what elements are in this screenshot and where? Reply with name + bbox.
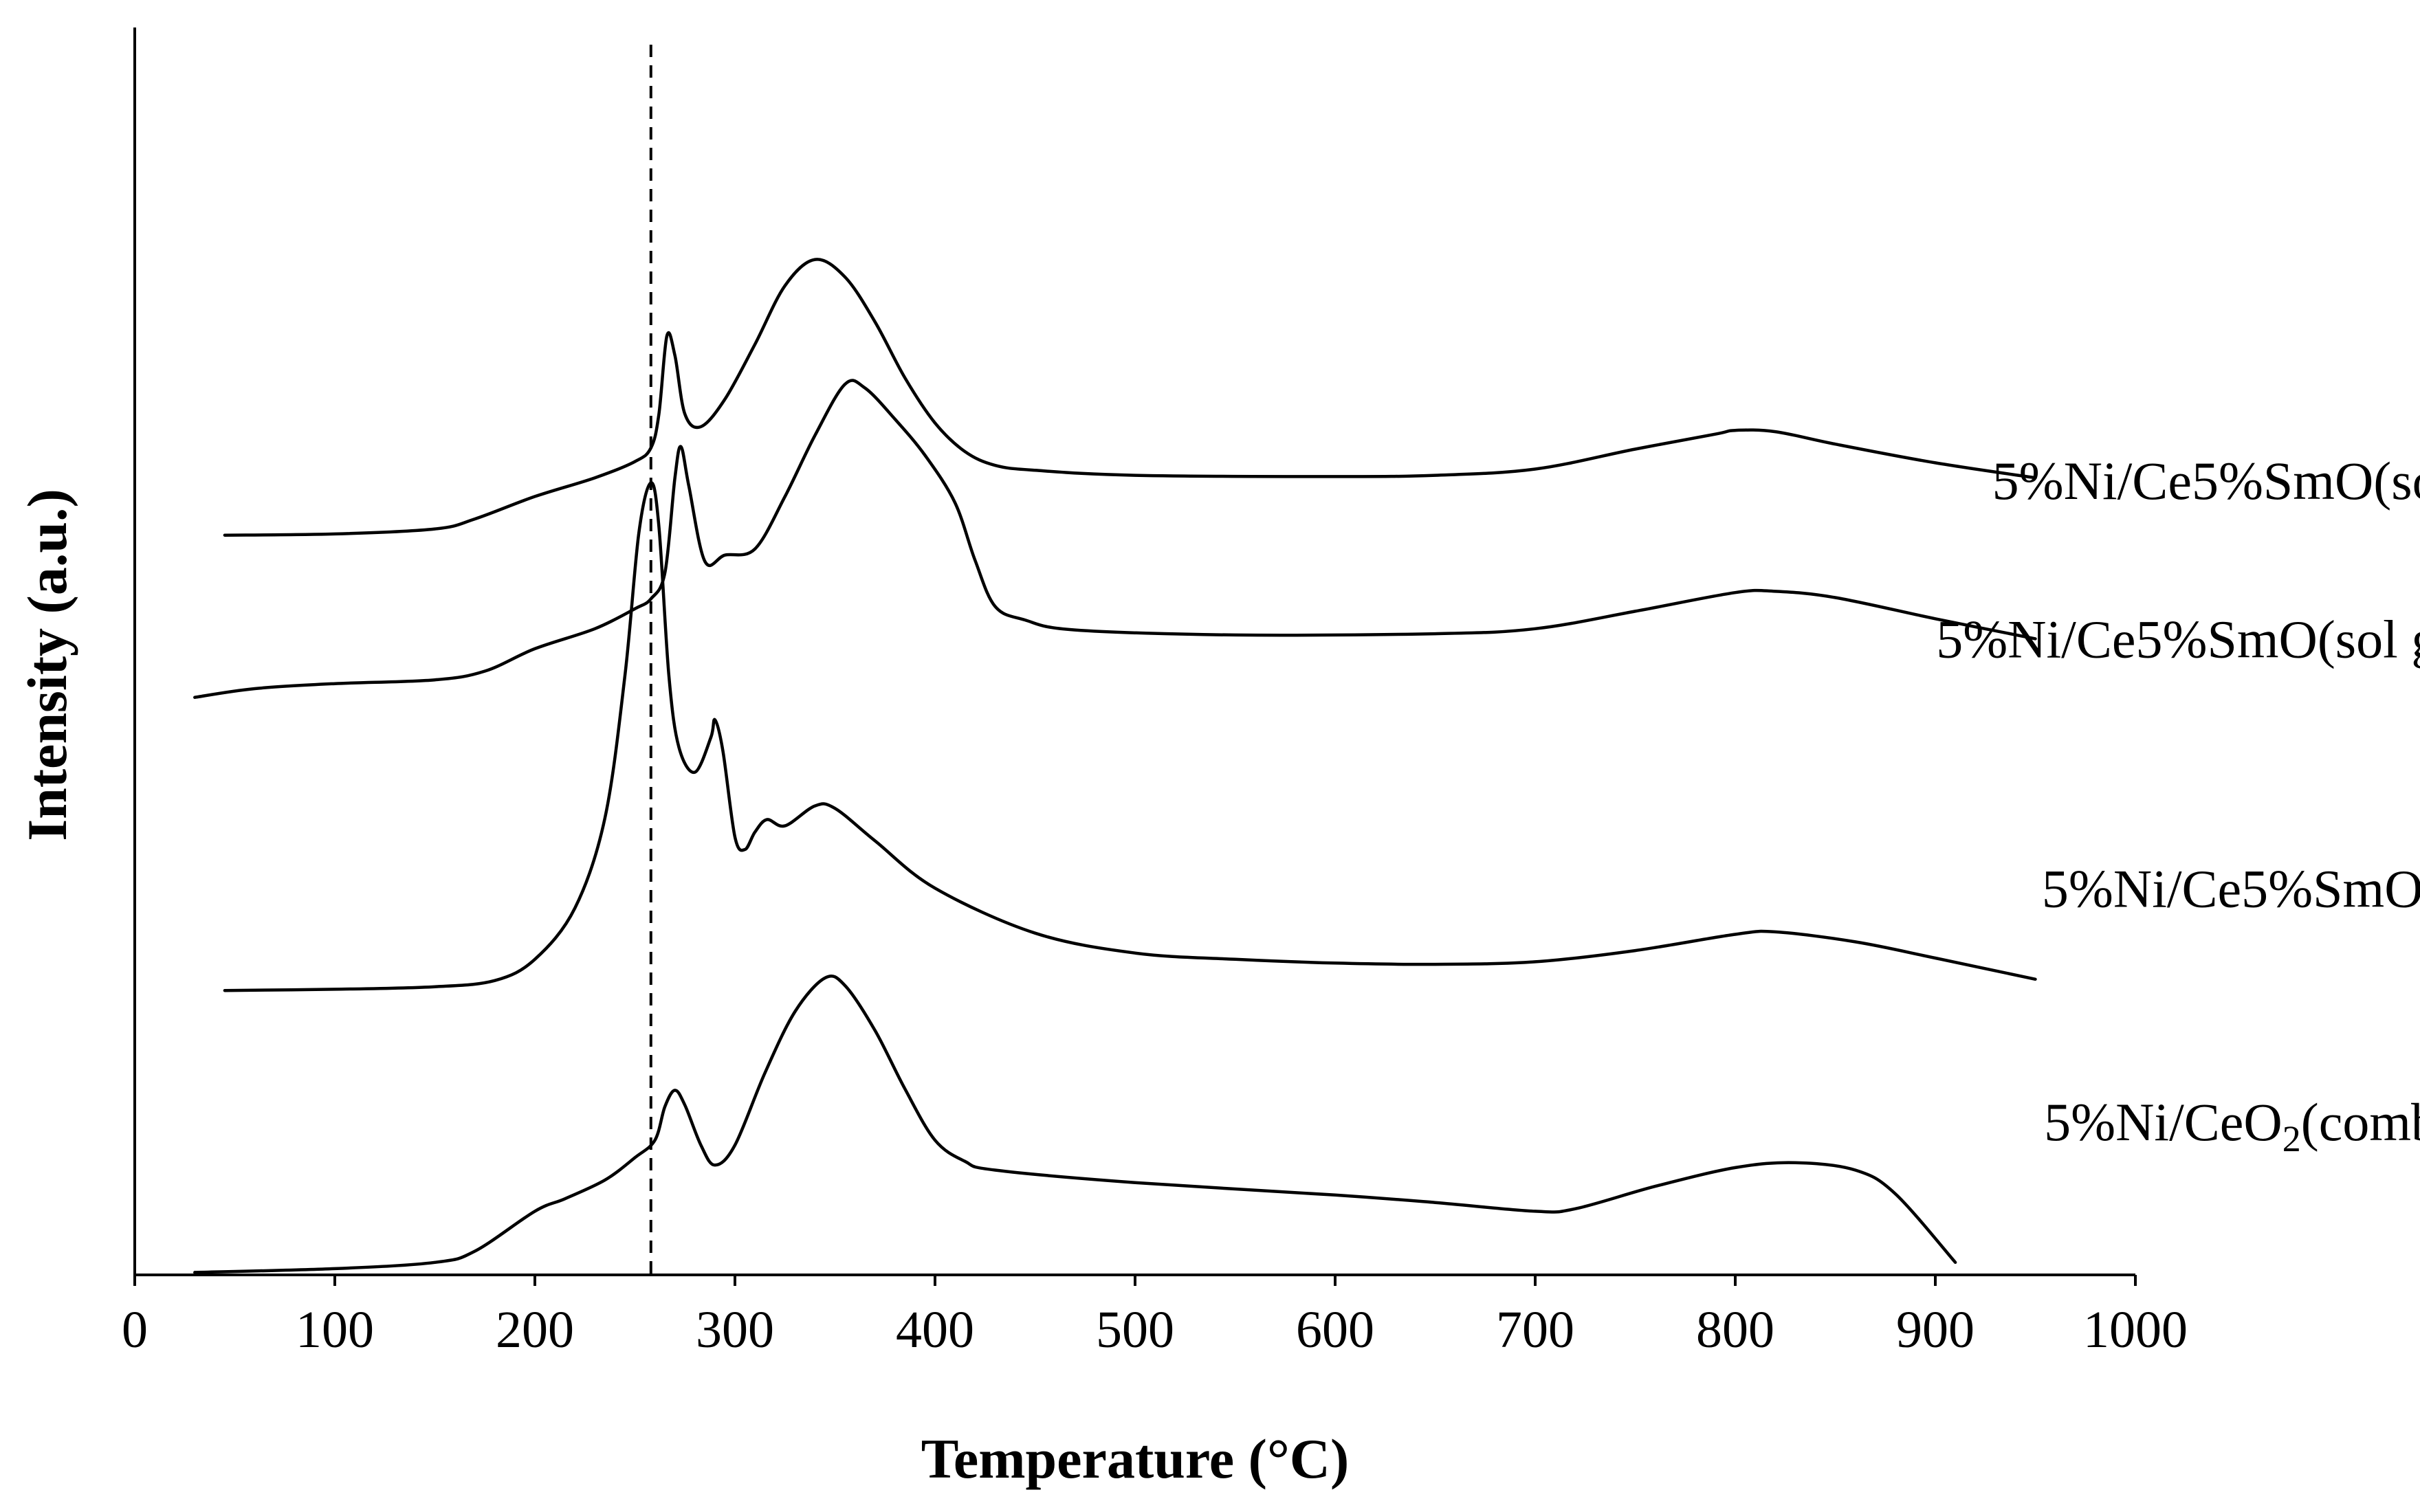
- x-tick-label: 400: [896, 1301, 974, 1359]
- series-labels: 5%Ni/Ce5%SmO(sol gel-combustion) 5%Ni/Ce5…: [1936, 451, 2420, 1159]
- series-line: [193, 379, 2037, 699]
- series-label: 5%Ni/CeO2(combustion): [2044, 1092, 2420, 1159]
- x-tick-label: 900: [1896, 1301, 1974, 1359]
- x-tick-label: 600: [1296, 1301, 1374, 1359]
- series-layer: [193, 258, 2037, 1274]
- series-line: [223, 258, 2037, 537]
- series-line: [193, 975, 1957, 1274]
- series-line: [223, 481, 2037, 992]
- x-tick-label: 0: [122, 1301, 148, 1359]
- series-label: 5%Ni/Ce5%SmO(sol gel): [1936, 610, 2420, 669]
- x-tick-label: 500: [1096, 1301, 1174, 1359]
- x-tick-label: 200: [496, 1301, 574, 1359]
- series-label: 5%Ni/Ce5%SmO(sol gel-combustion): [1992, 451, 2420, 511]
- x-tick-label: 300: [696, 1301, 774, 1359]
- x-axis-title: Temperature (°C): [921, 1427, 1350, 1490]
- y-axis-title: Intensity (a.u.): [16, 489, 78, 841]
- x-tick-label: 800: [1696, 1301, 1774, 1359]
- series-label: 5%Ni/Ce5%SmO(combustion): [2042, 859, 2420, 919]
- x-ticks: 0 100 200 300 400 500 600 700 800 900 1000: [122, 1275, 2188, 1359]
- x-tick-label: 100: [296, 1301, 374, 1359]
- x-tick-label: 700: [1496, 1301, 1574, 1359]
- x-tick-label: 1000: [2083, 1301, 2188, 1359]
